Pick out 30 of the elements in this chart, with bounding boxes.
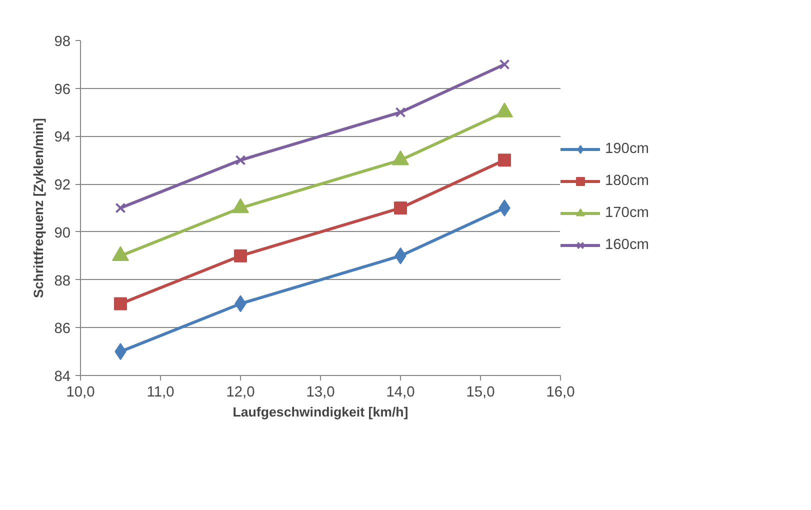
y-tick-label: 84 [54,369,71,385]
y-tick-label: 90 [54,225,71,242]
y-tick-label: 92 [54,178,71,194]
point [235,154,246,166]
point [498,154,511,167]
legend-label: 170cm [605,205,649,221]
y-tick-label: 96 [54,82,71,98]
point [499,59,510,70]
x-tick-label: 14,0 [386,384,415,400]
y-tick-label: 86 [54,321,71,338]
x-tick-label: 16,0 [546,384,575,400]
point [498,200,510,216]
point [394,202,407,214]
y-tick-label: 98 [54,34,71,50]
point [115,202,126,214]
x-tick-label: 10,0 [66,384,95,400]
y-tick-label: 88 [54,273,71,290]
point [234,249,247,262]
x-tick-label: 11,0 [146,384,174,400]
x-tick-label: 12,0 [226,384,255,400]
legend-label: 160cm [605,237,649,253]
x-tick-label: 15,0 [466,384,495,400]
legend-label: 190cm [605,141,649,157]
point [395,107,406,118]
x-tick-label: 13,0 [306,384,335,400]
point [114,297,127,310]
x-axis-title: Laufgeschwindigkeit [km/h] [232,404,408,420]
y-tick-label: 94 [54,130,71,146]
y-axis-title: Schrittfrequenz [Zyklen/min] [31,118,46,298]
legend-label: 180cm [605,173,649,189]
